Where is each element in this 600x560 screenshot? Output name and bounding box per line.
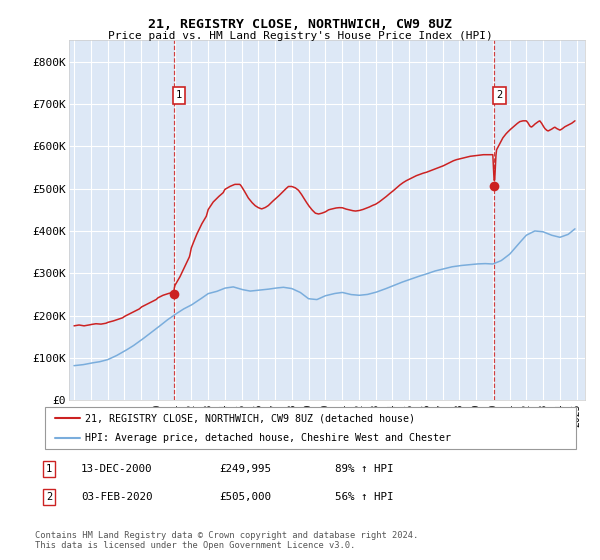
Text: 89% ↑ HPI: 89% ↑ HPI — [335, 464, 394, 474]
Text: 21, REGISTRY CLOSE, NORTHWICH, CW9 8UZ: 21, REGISTRY CLOSE, NORTHWICH, CW9 8UZ — [148, 18, 452, 31]
Text: Contains HM Land Registry data © Crown copyright and database right 2024.
This d: Contains HM Land Registry data © Crown c… — [35, 530, 418, 550]
Text: 56% ↑ HPI: 56% ↑ HPI — [335, 492, 394, 502]
Text: HPI: Average price, detached house, Cheshire West and Chester: HPI: Average price, detached house, Ches… — [85, 433, 451, 442]
Text: 2: 2 — [496, 90, 503, 100]
Text: 03-FEB-2020: 03-FEB-2020 — [81, 492, 152, 502]
Text: 1: 1 — [176, 90, 182, 100]
Text: £505,000: £505,000 — [219, 492, 271, 502]
Text: 2: 2 — [46, 492, 52, 502]
Text: Price paid vs. HM Land Registry's House Price Index (HPI): Price paid vs. HM Land Registry's House … — [107, 31, 493, 41]
Text: 1: 1 — [46, 464, 52, 474]
Text: 21, REGISTRY CLOSE, NORTHWICH, CW9 8UZ (detached house): 21, REGISTRY CLOSE, NORTHWICH, CW9 8UZ (… — [85, 413, 415, 423]
Text: £249,995: £249,995 — [219, 464, 271, 474]
Text: 13-DEC-2000: 13-DEC-2000 — [81, 464, 152, 474]
